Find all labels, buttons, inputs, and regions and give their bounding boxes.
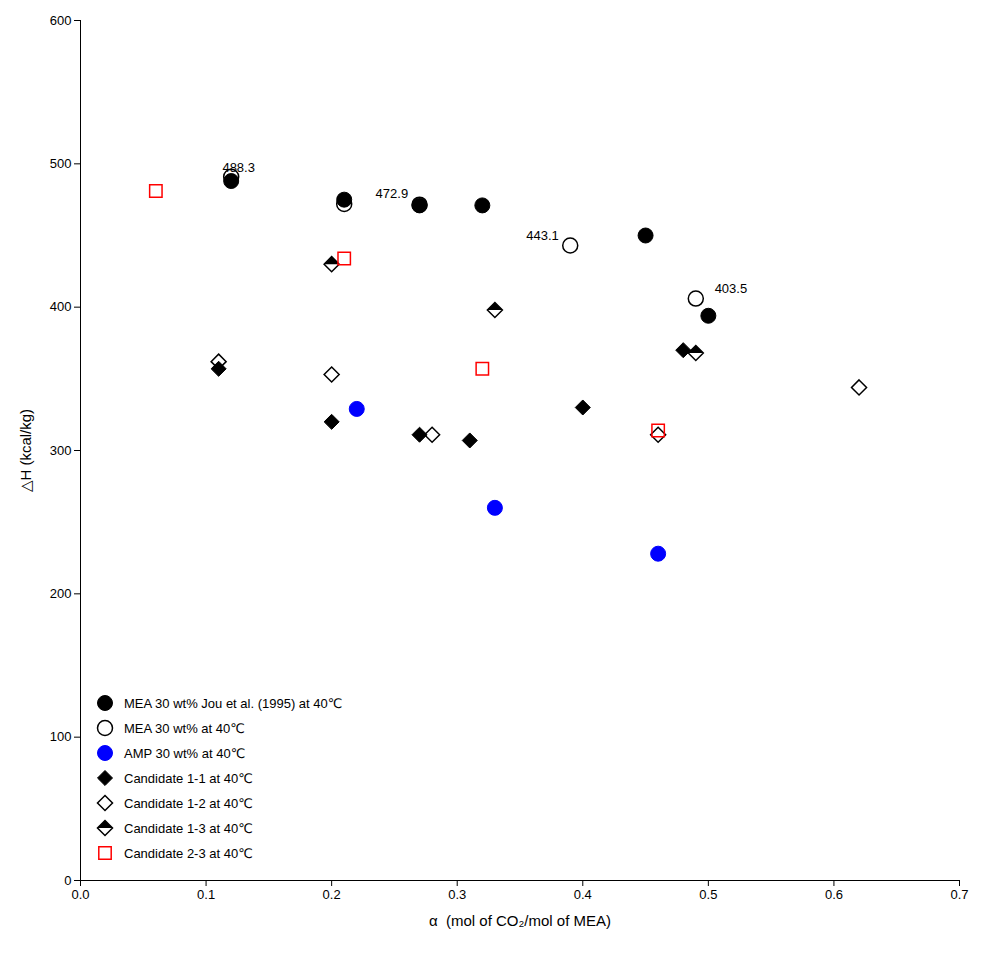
html-text:Candidate 2-3 at 40℃: Candidate 2-3 at 40℃ (124, 845, 253, 861)
svg-text:443.1: 443.1 (526, 228, 559, 243)
svg-text:0.5: 0.5 (699, 887, 717, 902)
html-text:Candidate 1-2 at 40℃: Candidate 1-2 at 40℃ (124, 795, 253, 811)
svg-text:0: 0 (64, 873, 71, 888)
svg-text:100: 100 (50, 729, 72, 744)
html-text:MEA 30 wt% Jou et al. (1995) a: MEA 30 wt% Jou et al. (1995) at 40℃ (124, 695, 343, 711)
svg-text:300: 300 (50, 443, 72, 458)
svg-text:0.6: 0.6 (825, 887, 843, 902)
svg-text:400: 400 (50, 299, 72, 314)
svg-text:0.7: 0.7 (950, 887, 968, 902)
svg-text:500: 500 (50, 156, 72, 171)
svg-text:0.0: 0.0 (71, 887, 89, 902)
html-text:AMP 30 wt% at 40℃: AMP 30 wt% at 40℃ (124, 745, 246, 761)
svg-text:0.3: 0.3 (448, 887, 466, 902)
svg-text:200: 200 (50, 586, 72, 601)
svg-text:403.5: 403.5 (715, 281, 748, 296)
svg-text:600: 600 (50, 13, 72, 28)
svg-text:0.1: 0.1 (197, 887, 215, 902)
svg-text:△H (kcal/kg): △H (kcal/kg) (17, 409, 34, 492)
svg-text:488.3: 488.3 (222, 160, 255, 175)
html-text:Candidate 1-3 at 40℃: Candidate 1-3 at 40℃ (124, 820, 253, 836)
html-text:Candidate 1-1 at 40℃: Candidate 1-1 at 40℃ (124, 770, 253, 786)
svg-text:472.9: 472.9 (376, 186, 409, 201)
svg-text:α (mol of CO₂/mol of MEA): α (mol of CO₂/mol of MEA) (429, 912, 611, 929)
svg-text:0.4: 0.4 (574, 887, 592, 902)
html-text:MEA 30 wt% at 40℃: MEA 30 wt% at 40℃ (124, 720, 245, 736)
svg-text:0.2: 0.2 (323, 887, 341, 902)
